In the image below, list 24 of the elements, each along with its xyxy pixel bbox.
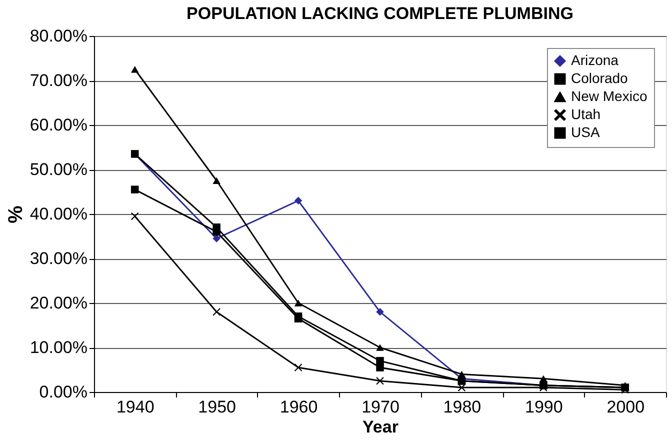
x-tick-label: 1980: [443, 398, 482, 416]
legend-label: New Mexico: [571, 88, 648, 104]
y-tick-label: 20.00%: [30, 294, 88, 312]
legend-label: Arizona: [571, 52, 619, 68]
legend-label: Utah: [571, 106, 601, 122]
y-tick-label: 50.00%: [30, 160, 88, 179]
x-tick-label: 2000: [606, 398, 645, 416]
y-tick-label: 70.00%: [30, 71, 88, 90]
y-tick-label: 80.00%: [30, 26, 88, 46]
y-axis-title: %: [4, 205, 27, 224]
legend-label: USA: [571, 124, 600, 140]
x-tick-label: 1960: [280, 398, 318, 416]
x-tick-label: 1940: [116, 398, 154, 416]
y-tick-label: 40.00%: [30, 204, 88, 224]
chart-title: POPULATION LACKING COMPLETE PLUMBING: [186, 4, 574, 23]
y-tick-label: 10.00%: [30, 338, 88, 357]
y-tick-label: 60.00%: [30, 116, 88, 134]
x-tick-label: 1990: [525, 398, 563, 416]
legend-label: Colorado: [571, 70, 628, 86]
x-tick-label: 1950: [198, 398, 236, 416]
x-axis-title: Year: [362, 418, 399, 436]
y-tick-label: 30.00%: [30, 249, 88, 268]
y-tick-label: 0.00%: [39, 382, 88, 402]
x-tick-label: 1970: [362, 398, 400, 416]
